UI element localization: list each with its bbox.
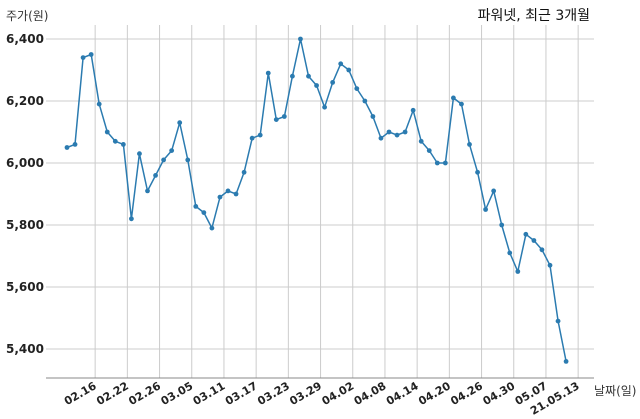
y-tick-label: 5,400 [6, 342, 44, 356]
data-point [314, 83, 319, 88]
data-point [177, 120, 183, 126]
data-point [88, 52, 94, 57]
data-point [161, 157, 167, 163]
data-point [418, 138, 424, 144]
data-point [330, 80, 336, 85]
x-tick-label: 02.16 [62, 379, 99, 408]
data-point [306, 73, 311, 79]
data-point [394, 132, 400, 138]
data-point [209, 225, 215, 231]
data-point [346, 67, 352, 73]
data-point [378, 135, 384, 141]
y-tick-label: 6,000 [6, 156, 44, 170]
data-point [112, 138, 118, 144]
data-point [354, 86, 360, 91]
data-point [137, 151, 142, 157]
data-point [241, 169, 247, 175]
y-tick-label: 5,800 [6, 218, 44, 232]
data-point [531, 238, 537, 243]
data-point [434, 160, 440, 166]
data-point [80, 55, 86, 60]
x-tick-label: 04.02 [320, 379, 357, 408]
x-tick-label: 02.26 [126, 379, 163, 408]
y-tick-labels: 5,400 5,600 5,800 6,000 6,200 6,400 [6, 32, 44, 356]
data-point [185, 157, 191, 163]
data-point [539, 247, 545, 253]
data-point [386, 129, 392, 135]
series-price [64, 36, 569, 364]
data-point [483, 207, 488, 212]
x-tick-label: 03.29 [287, 379, 324, 408]
x-tick-label: 04.30 [481, 379, 518, 408]
x-tick-label: 04.20 [416, 379, 453, 408]
data-point [169, 148, 175, 154]
data-point [459, 101, 464, 107]
data-point [547, 262, 553, 268]
data-point [426, 148, 432, 154]
data-point [362, 98, 368, 104]
x-axis-label: 날짜(일) [594, 384, 636, 398]
data-point [233, 191, 239, 197]
data-point [273, 117, 279, 122]
x-tick-label: 04.08 [352, 379, 389, 408]
x-tick-label: 03.11 [191, 379, 228, 408]
data-point [72, 142, 78, 147]
data-point [442, 160, 448, 166]
x-tick-label: 03.05 [159, 379, 196, 408]
data-point [64, 145, 70, 150]
y-tick-label: 5,600 [6, 280, 44, 294]
data-point [257, 132, 263, 138]
data-point [201, 210, 207, 216]
data-point [563, 359, 569, 364]
data-point [193, 204, 199, 209]
data-point [281, 114, 287, 119]
x-tick-label: 04.14 [384, 379, 421, 408]
data-point [491, 188, 497, 194]
data-point [499, 222, 505, 228]
grid [46, 25, 594, 378]
data-point [145, 188, 150, 194]
data-point [410, 107, 416, 113]
x-tick-label: 04.26 [448, 379, 485, 408]
data-point [217, 194, 223, 200]
data-point [298, 36, 303, 42]
y-tick-label: 6,400 [6, 32, 44, 46]
data-point [96, 101, 102, 107]
data-point [515, 269, 521, 274]
data-point [120, 142, 126, 147]
data-point [265, 70, 271, 76]
data-point [467, 142, 472, 147]
data-point [338, 61, 344, 67]
data-point [402, 129, 408, 135]
chart-title: 파워넷, 최근 3개월 [478, 8, 590, 24]
data-point [475, 169, 480, 175]
y-axis-label: 주가(원) [6, 9, 48, 23]
data-point [129, 216, 134, 222]
data-point [507, 250, 513, 256]
data-point [555, 318, 561, 324]
data-point [104, 129, 110, 135]
data-point [451, 95, 456, 101]
data-point [153, 173, 158, 178]
data-point [225, 188, 231, 194]
x-tick-labels: 02.1602.2202.2603.0503.1103.1703.2303.29… [62, 379, 582, 418]
data-point [322, 104, 327, 110]
x-tick-label: 03.23 [255, 379, 292, 408]
x-tick-label: 03.17 [223, 379, 260, 408]
data-point [370, 114, 376, 119]
x-tick-label: 02.22 [94, 379, 131, 408]
y-tick-label: 6,200 [6, 94, 44, 108]
data-point [249, 135, 255, 141]
data-point [523, 231, 529, 237]
data-point [290, 73, 295, 79]
